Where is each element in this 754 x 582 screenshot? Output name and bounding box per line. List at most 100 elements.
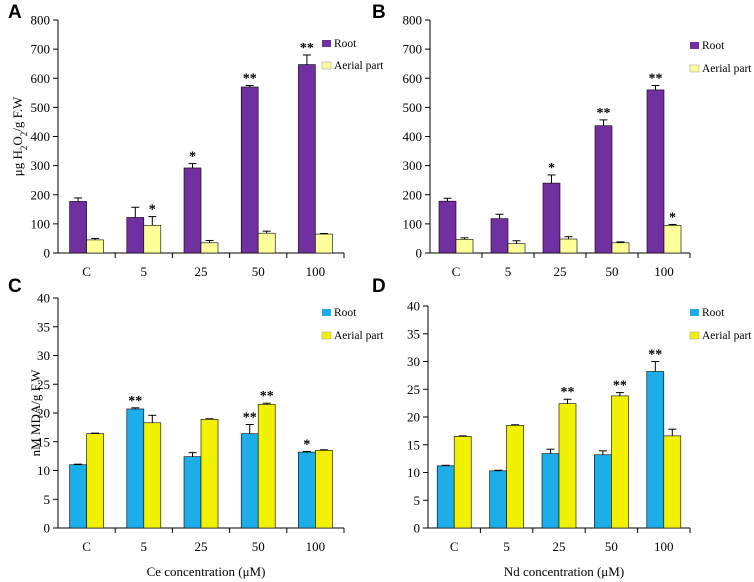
legend-label: Root [702,40,725,52]
legend-swatch [322,309,331,316]
y-tick-label: 400 [31,129,51,144]
bar-aerial-part [86,239,104,254]
bar-root [126,217,145,254]
x-axis-label: Ce concentration (μM) [147,564,266,579]
legend-label: Aerial part [334,330,384,342]
bar-aerial-part [86,433,104,529]
y-tick-label: 35 [37,319,50,334]
significance-marker: ** [649,72,663,87]
bar-root [490,218,509,254]
y-tick-label: 25 [407,382,420,397]
y-tick-label: 100 [31,216,51,231]
y-tick-label: 600 [31,71,51,86]
x-tick-label: 25 [195,539,208,554]
x-tick-label: 5 [503,539,510,554]
x-tick-label: 25 [195,264,208,279]
legend-label: Aerial part [702,63,752,75]
x-tick-label: 5 [141,539,148,554]
bar-root [240,433,259,529]
legend-swatch [321,61,332,70]
x-tick-label: 50 [605,539,618,554]
panel-letter: B [372,2,386,23]
bar-root [438,200,457,254]
legend-label: Aerial part [334,60,384,72]
x-tick-label: 5 [141,264,148,279]
y-tick-label: 300 [403,158,423,173]
legend-label: Root [334,307,357,319]
significance-marker: * [669,210,676,225]
y-tick-label: 10 [37,463,50,478]
x-tick-label: 100 [654,264,674,279]
bar-aerial-part [315,233,333,254]
y-axis-label-part: /g F.W [10,96,25,132]
significance-marker: ** [260,389,274,404]
significance-marker: ** [648,348,662,363]
legend-swatch [322,40,331,47]
x-tick-label: 100 [306,539,326,554]
bar-root [183,456,202,529]
x-tick-label: 100 [654,539,674,554]
bar-root [126,408,145,529]
y-tick-label: 15 [407,437,420,452]
panel-letter: C [8,276,22,297]
bar-aerial-part [315,450,333,529]
bar-root [542,182,561,254]
y-axis-label-part: 2 [19,146,29,151]
significance-marker: * [149,203,156,218]
bar-root [436,465,455,529]
bar-aerial-part [143,422,162,529]
panel-letter: D [372,276,386,297]
bar-aerial-part [611,395,629,529]
x-tick-label: 50 [606,264,619,279]
bar-root [69,464,87,529]
y-tick-label: 600 [403,71,423,86]
bar-aerial-part [507,243,526,254]
significance-marker: ** [300,41,314,56]
y-tick-label: 700 [31,42,51,57]
bar-root [183,167,202,254]
bar-aerial-part [200,419,219,529]
y-axis-label: μg H2O2/g F.W [10,96,29,176]
significance-marker: ** [243,411,257,426]
x-tick-label: 25 [553,539,566,554]
y-tick-label: 800 [403,13,423,28]
legend-label: Root [702,307,725,319]
significance-marker: ** [128,394,142,409]
bar-root [240,86,259,254]
y-tick-label: 700 [403,42,423,57]
chart-panel-d: D 0 5 10 15 20 25 30 35 40 C 5 25 50 100 ** ** ** Root Aeri… [372,276,752,579]
y-axis-label-part: 2 [19,132,29,137]
bar-aerial-part [611,242,630,254]
y-axis-label-part: O [10,136,25,145]
legend-swatch [689,64,700,73]
y-tick-label: 400 [403,129,423,144]
bar-aerial-part [200,242,219,254]
bar-aerial-part [663,225,682,254]
y-tick-label: 15 [37,434,50,449]
significance-marker: * [548,161,555,176]
x-tick-label: C [82,264,91,279]
bar-root [298,64,316,254]
x-tick-label: 25 [554,264,567,279]
y-tick-label: 40 [37,291,50,306]
bar-aerial-part [453,436,472,529]
legend-swatch [689,331,700,340]
x-tick-label: C [450,539,459,554]
bar-aerial-part [663,435,682,529]
bar-root [541,453,560,529]
y-tick-label: 200 [31,187,51,202]
bar-root [594,454,612,529]
y-tick-label: 40 [407,299,420,314]
legend-swatch [690,309,699,316]
bar-aerial-part [257,404,276,529]
y-tick-label: 30 [407,354,420,369]
bar-root [489,470,507,529]
significance-marker: * [303,438,310,453]
bar-root [69,201,87,254]
bar-root [646,89,665,254]
y-axis-label: nM MDA/g F.W [28,369,43,456]
y-tick-label: 500 [403,100,423,115]
legend-swatch [690,42,699,49]
